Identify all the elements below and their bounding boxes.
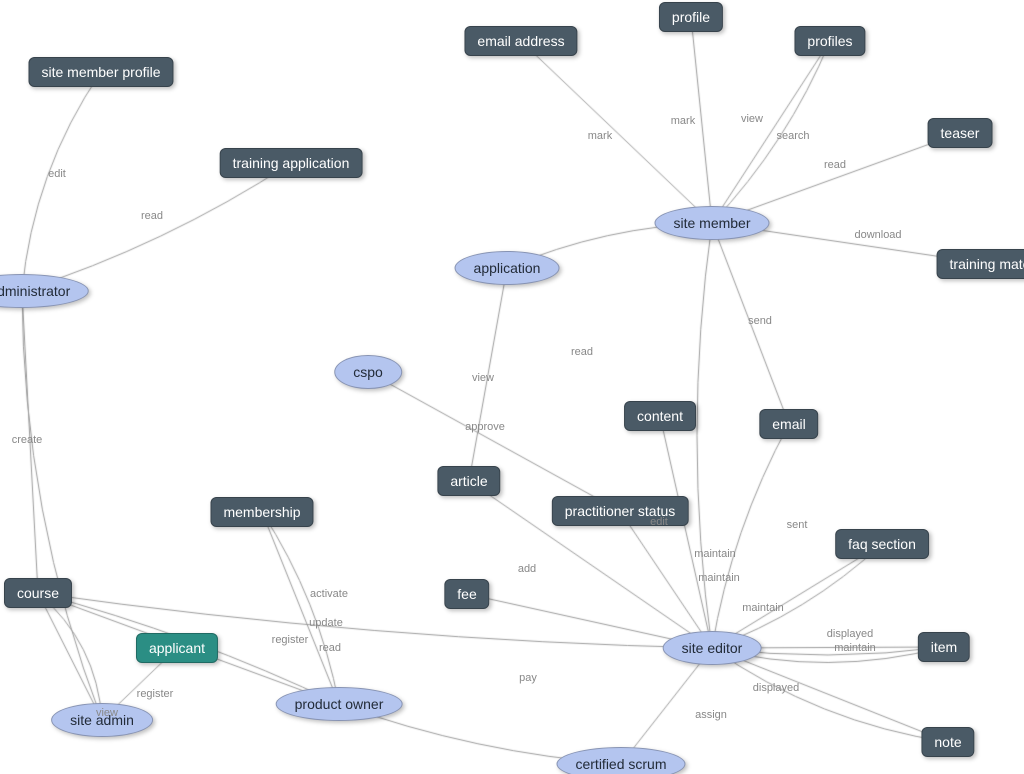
node-training-mat[interactable]: training mate — [937, 249, 1024, 279]
node-content[interactable]: content — [624, 401, 696, 431]
node-training-application[interactable]: training application — [220, 148, 363, 178]
node-email-address[interactable]: email address — [464, 26, 577, 56]
node-faq-section[interactable]: faq section — [835, 529, 929, 559]
node-article[interactable]: article — [437, 466, 500, 496]
node-course[interactable]: course — [4, 578, 72, 608]
node-profile[interactable]: profile — [659, 2, 723, 32]
node-email[interactable]: email — [759, 409, 818, 439]
node-profiles[interactable]: profiles — [794, 26, 865, 56]
node-teaser[interactable]: teaser — [928, 118, 993, 148]
node-application[interactable]: application — [455, 251, 560, 285]
node-note[interactable]: note — [921, 727, 974, 757]
node-membership[interactable]: membership — [210, 497, 313, 527]
node-site-member[interactable]: site member — [654, 206, 769, 240]
node-product-owner[interactable]: product owner — [276, 687, 403, 721]
node-certified-scrum[interactable]: certified scrum — [556, 747, 685, 774]
node-fee[interactable]: fee — [444, 579, 489, 609]
node-cspo[interactable]: cspo — [334, 355, 402, 389]
node-applicant[interactable]: applicant — [136, 633, 218, 663]
node-practitioner-status[interactable]: practitioner status — [552, 496, 689, 526]
node-site-editor[interactable]: site editor — [663, 631, 762, 665]
node-site-member-profile[interactable]: site member profile — [28, 57, 173, 87]
node-site-admin[interactable]: site admin — [51, 703, 153, 737]
node-item[interactable]: item — [918, 632, 970, 662]
